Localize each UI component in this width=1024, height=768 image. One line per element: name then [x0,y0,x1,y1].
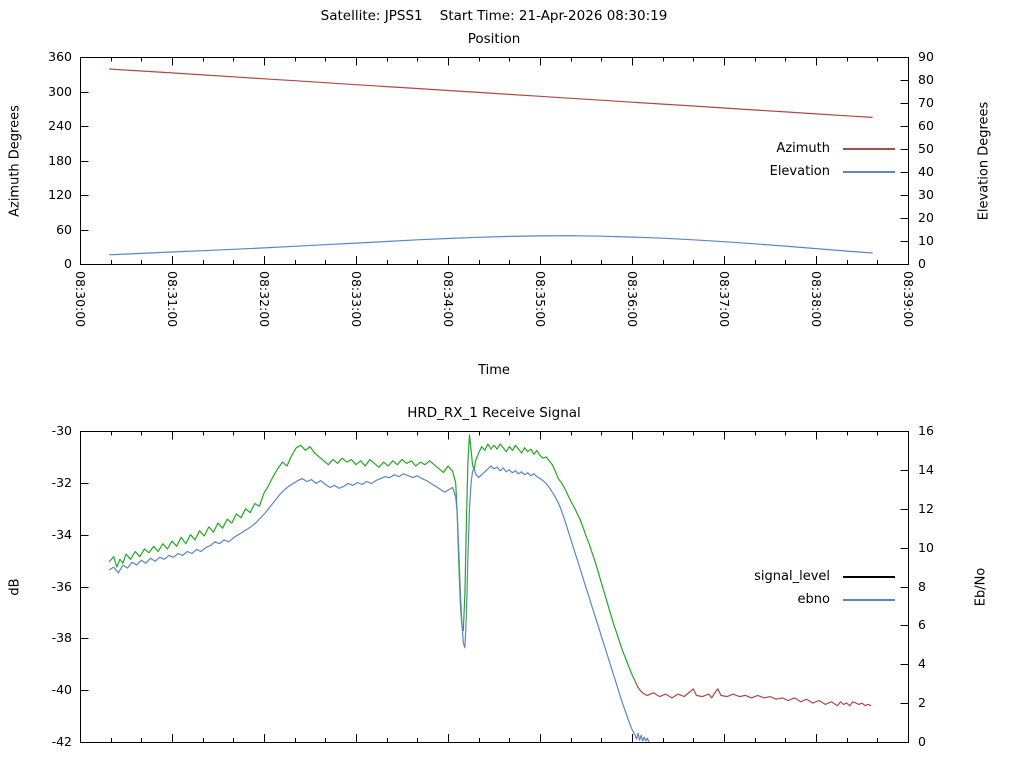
chart-1 [80,431,909,743]
y-tick-label: -32 [51,474,72,490]
left-axis-title: dB [7,577,23,596]
y-tick-label: -34 [51,526,72,542]
y-tick-label: 60 [56,221,72,237]
legend-label: Elevation [769,164,830,179]
y-tick-label: 4 [918,656,926,672]
y-tick-label: 20 [918,210,934,225]
y-tick-label: 6 [918,617,926,633]
x-tick-label: 08:37:00 [716,271,732,328]
x-tick-label: 08:39:00 [900,271,916,328]
y-tick-label: 70 [918,95,934,110]
y-tick-label: 10 [918,539,934,555]
y-tick-label: 14 [918,461,934,477]
y-tick-label: 8 [918,578,926,594]
legend-entry-Elevation: Elevation [770,160,895,183]
legend-line-sample [843,170,895,173]
legend-label: Azimuth [776,141,830,156]
legend-line-sample [843,147,895,150]
series-line-Azimuth [109,68,873,118]
y-tick-label: 80 [918,72,934,87]
y-tick-label: 60 [918,118,934,133]
legend-label: ebno [797,592,830,607]
y-tick-label: 120 [48,187,72,202]
y-tick-label: 0 [918,256,926,271]
chart-title-1: HRD_RX_1 Receive Signal [407,405,581,421]
y-tick-label: 240 [48,118,72,133]
series-line-ebno [108,465,650,743]
y-tick-label: -36 [51,578,72,594]
y-tick-label: 90 [918,49,934,64]
series-line-signal_level_unlocked [634,680,872,707]
y-tick-label: -40 [51,682,72,698]
page-title: Satellite: JPSS1 Start Time: 21-Apr-2026… [320,8,668,24]
y-tick-label: 16 [918,423,934,438]
x-axis-title: Time [478,363,510,378]
y-tick-label: 360 [48,49,72,64]
x-tick-label: 08:31:00 [164,271,180,328]
y-tick-label: 40 [918,164,934,179]
y-tick-label: -42 [51,734,72,749]
x-tick-label: 08:38:00 [808,271,824,328]
legend-line-sample [843,575,895,578]
legend-entry-Azimuth: Azimuth [776,137,895,160]
series-line-Elevation [109,235,873,256]
legend-entry-signal_level: signal_level [754,565,895,588]
y-tick-label: 30 [918,187,934,202]
right-axis-title: Eb/No [973,567,989,606]
y-tick-label: -30 [51,423,72,438]
legend-entry-ebno: ebno [798,588,895,611]
right-axis-title: Elevation Degrees [976,101,992,220]
y-tick-label: 0 [64,256,72,271]
y-tick-label: 180 [48,152,72,168]
x-tick-label: 08:35:00 [532,271,548,328]
series-line-signal_level_locked [108,434,636,682]
chart-title-0: Position [467,31,521,47]
legend-label: signal_level [754,569,830,584]
x-tick-label: 08:30:00 [72,271,88,328]
y-tick-label: 2 [918,695,926,711]
y-tick-label: 10 [918,233,934,248]
y-tick-label: 300 [48,83,72,99]
y-tick-label: -38 [51,630,72,646]
legend-line-sample [843,598,895,601]
x-tick-label: 08:36:00 [624,271,640,328]
y-tick-label: 50 [918,141,934,156]
left-axis-title: Azimuth Degrees [7,104,23,217]
y-tick-label: 0 [918,734,926,749]
x-tick-label: 08:34:00 [440,271,456,328]
x-tick-label: 08:33:00 [348,271,364,328]
y-tick-label: 12 [918,500,934,516]
chart-0 [80,57,909,265]
x-tick-label: 08:32:00 [256,271,272,328]
